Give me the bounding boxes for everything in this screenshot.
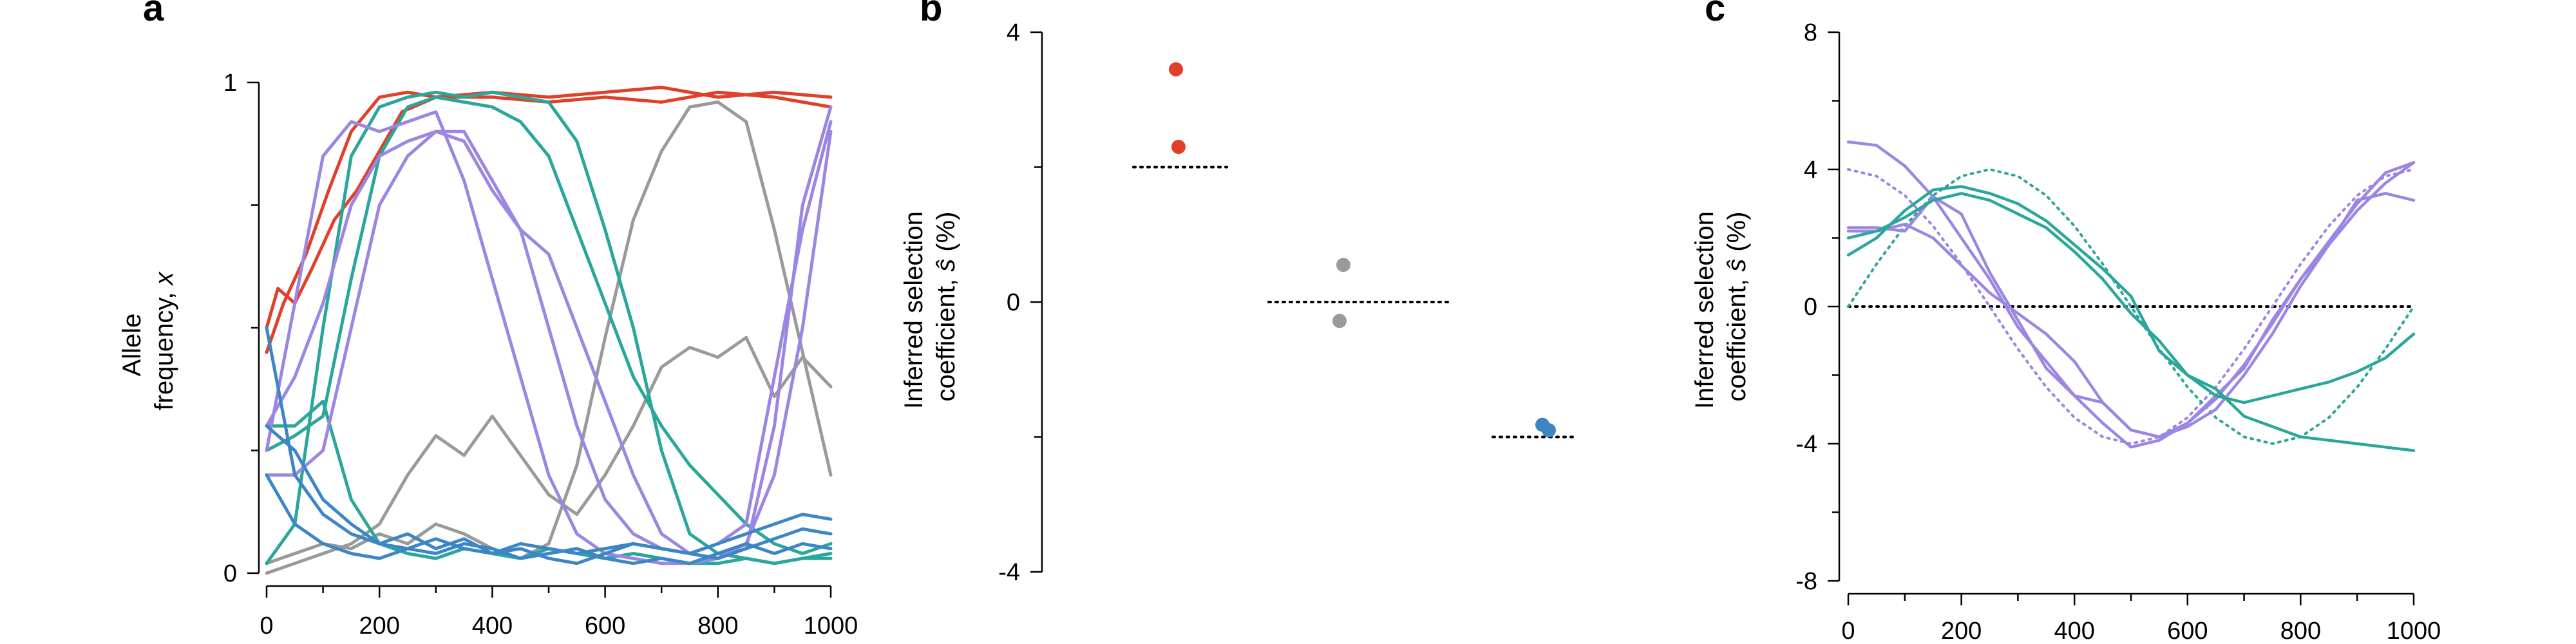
panel-a-x-tick-label: 0 [260,612,273,639]
panel-b-y-tick-label: 0 [1007,289,1020,316]
panel-a-x-tick-label: 600 [585,612,625,639]
panel-c-inferred-purple-2 [1846,161,2416,439]
panel-b-point-grey-1 [1332,314,1347,328]
panel-b-marks [1132,62,1578,439]
panel-b-point-grey-0 [1336,258,1350,272]
panel-c-inferred-teal-3 [1846,185,2416,404]
panel-c-curves [1846,140,2416,452]
panel-a-ylabel: Allele frequency, x [118,271,178,411]
panel-b-point-red-0 [1169,62,1183,77]
panel-b-point-blue-1 [1542,423,1556,438]
panel-b-letter: b [920,0,942,29]
panel-c-ylabel-var: ŝ [1723,259,1751,272]
panel-a-trajectory-teal-5 [265,95,833,555]
panel-c-letter: c [1705,0,1725,29]
panel-a-trajectory-grey-3 [265,336,833,575]
panel-a-letter: a [143,0,164,29]
panel-c-x-tick-label: 400 [2054,618,2094,644]
panel-c-y-tick-label: -8 [1795,568,1817,595]
panel-b-ylabel-suffix: (%) [932,212,960,259]
panel-c-ylabel-suffix: (%) [1723,212,1751,259]
panel-a-trajectory-purple-8 [265,120,833,555]
panel-a-trajectory-blue-10 [265,326,833,555]
panel-b-axes: -4 0 4 [998,19,1043,586]
panel-a-trajectory-grey-2 [265,100,833,565]
panel-b-y-tick-label: 4 [1007,19,1020,46]
panel-b: b Inferred selection coefficient, ŝ (%) … [900,0,1578,586]
panel-c-y-tick-label: -4 [1795,431,1817,458]
panel-a-y-tick-label: 0 [223,560,237,587]
panel-c-ylabel-line2: coefficient, ŝ (%) [1723,212,1751,402]
panel-c-x-tick-label: 600 [2167,618,2208,644]
panel-a-ylabel-text: frequency, [150,285,178,411]
panel-c-ylabel: Inferred selection coefficient, ŝ (%) [1690,204,1751,409]
panel-b-point-red-1 [1171,140,1186,155]
panel-a-ylabel-var: x [150,271,178,287]
panel-c-x-tick-label: 0 [1841,618,1855,644]
panel-b-ylabel: Inferred selection coefficient, ŝ (%) [900,204,960,409]
panel-b-ylabel-line2: coefficient, ŝ (%) [932,212,960,402]
panel-c-ylabel-text: coefficient, [1723,272,1751,402]
panel-c-axes: -8 -4 0 4 8 0 200 400 600 800 1000 [1795,19,2441,644]
panel-a-axes: 0 1 0 200 400 600 800 1000 [223,70,858,639]
panel-a-ylabel-line2: frequency, x [150,271,178,411]
panel-a-x-tick-label: 200 [359,612,399,639]
panel-a-trajectories [265,86,833,575]
panel-c-ylabel-line1: Inferred selection [1690,211,1719,409]
panel-c-x-tick-label: 800 [2280,618,2321,644]
panel-b-ylabel-text: coefficient, [932,272,960,402]
panel-a-ylabel-line1: Allele [118,314,146,377]
panel-c-y-tick-label: 8 [1804,19,1817,46]
panel-a-trajectory-blue-12 [265,473,833,565]
panel-a-x-tick-label: 1000 [804,612,858,639]
panel-a-trajectory-teal-4 [265,90,833,565]
panel-c-true-curve-purple [1847,168,2415,446]
panel-c-inferred-teal-4 [1846,192,2416,452]
panel-c-x-tick-label: 200 [1941,618,1982,644]
panel-b-ylabel-var: ŝ [932,259,960,272]
panel-a-trajectory-blue-11 [265,424,833,565]
panel-a: a Allele frequency, x 0 1 0 200 400 600 800 100… [118,0,858,639]
panel-c-y-tick-label: 4 [1804,156,1817,184]
panel-b-ylabel-line1: Inferred selection [900,211,928,409]
panel-b-y-tick-label: -4 [998,559,1020,586]
panel-a-x-tick-label: 400 [472,612,513,639]
panel-c-y-tick-label: 0 [1804,294,1817,321]
panel-a-x-tick-label: 800 [697,612,738,639]
panel-c: c Inferred selection coefficient, ŝ (%) … [1690,0,2441,644]
panel-c-x-tick-label: 1000 [2387,618,2441,644]
panel-a-y-tick-label: 1 [223,70,237,97]
